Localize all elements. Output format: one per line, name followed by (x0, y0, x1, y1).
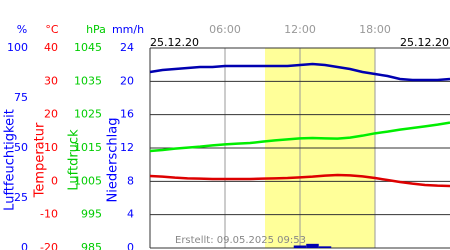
y-tick-label: 20 (44, 108, 58, 121)
precip-bar (318, 246, 332, 248)
axis-unit: mm/h (112, 23, 144, 36)
y-tick-label: 75 (14, 91, 28, 104)
precip-bar (293, 245, 307, 248)
axis-unit: % (17, 23, 27, 36)
axis-title: Temperatur (33, 122, 48, 198)
x-tick-label: 18:00 (359, 23, 391, 36)
y-tick-label: 0 (21, 241, 28, 250)
y-tick-label: 0 (51, 174, 58, 187)
y-tick-label: 985 (81, 241, 102, 250)
y-tick-label: 16 (120, 108, 134, 121)
y-tick-label: 1005 (74, 174, 102, 187)
y-tick-label: 1035 (74, 74, 102, 87)
axis-unit: hPa (86, 23, 106, 36)
y-tick-label: 8 (127, 174, 134, 187)
y-tick-label: 25 (14, 191, 28, 204)
axis-title: Luftfeuchtigkeit (3, 109, 18, 211)
x-tick-label: 06:00 (209, 23, 241, 36)
y-tick-label: 1015 (74, 141, 102, 154)
axis-title: Luftdruck (67, 129, 82, 191)
y-tick-label: 30 (44, 74, 58, 87)
series-line (149, 173, 450, 188)
y-tick-label: 24 (120, 41, 134, 54)
y-tick-label: 1045 (74, 41, 102, 54)
axis-unit: °C (45, 23, 59, 36)
y-tick-label: 40 (44, 41, 58, 54)
y-tick-label: 0 (127, 241, 134, 250)
x-tick-label: 12:00 (284, 23, 316, 36)
y-tick-label: 20 (120, 74, 134, 87)
y-tick-label: -10 (40, 208, 58, 221)
date-right: 25.12.20 (400, 36, 449, 49)
series-line (149, 62, 450, 82)
y-tick-label: 1025 (74, 108, 102, 121)
y-tick-label: 50 (14, 141, 28, 154)
precip-bar (306, 243, 319, 248)
date-left: 25.12.20 (150, 36, 199, 49)
y-tick-label: 995 (81, 208, 102, 221)
y-tick-label: 100 (7, 41, 28, 54)
y-tick-label: 12 (120, 141, 134, 154)
axis-title: Niederschlag (106, 118, 121, 203)
series-line (149, 121, 450, 153)
created-note: Erstellt: 09.05.2025 09:53 (175, 235, 306, 246)
y-tick-label: 10 (44, 141, 58, 154)
y-tick-label: 4 (127, 208, 134, 221)
y-tick-label: -20 (40, 241, 58, 250)
